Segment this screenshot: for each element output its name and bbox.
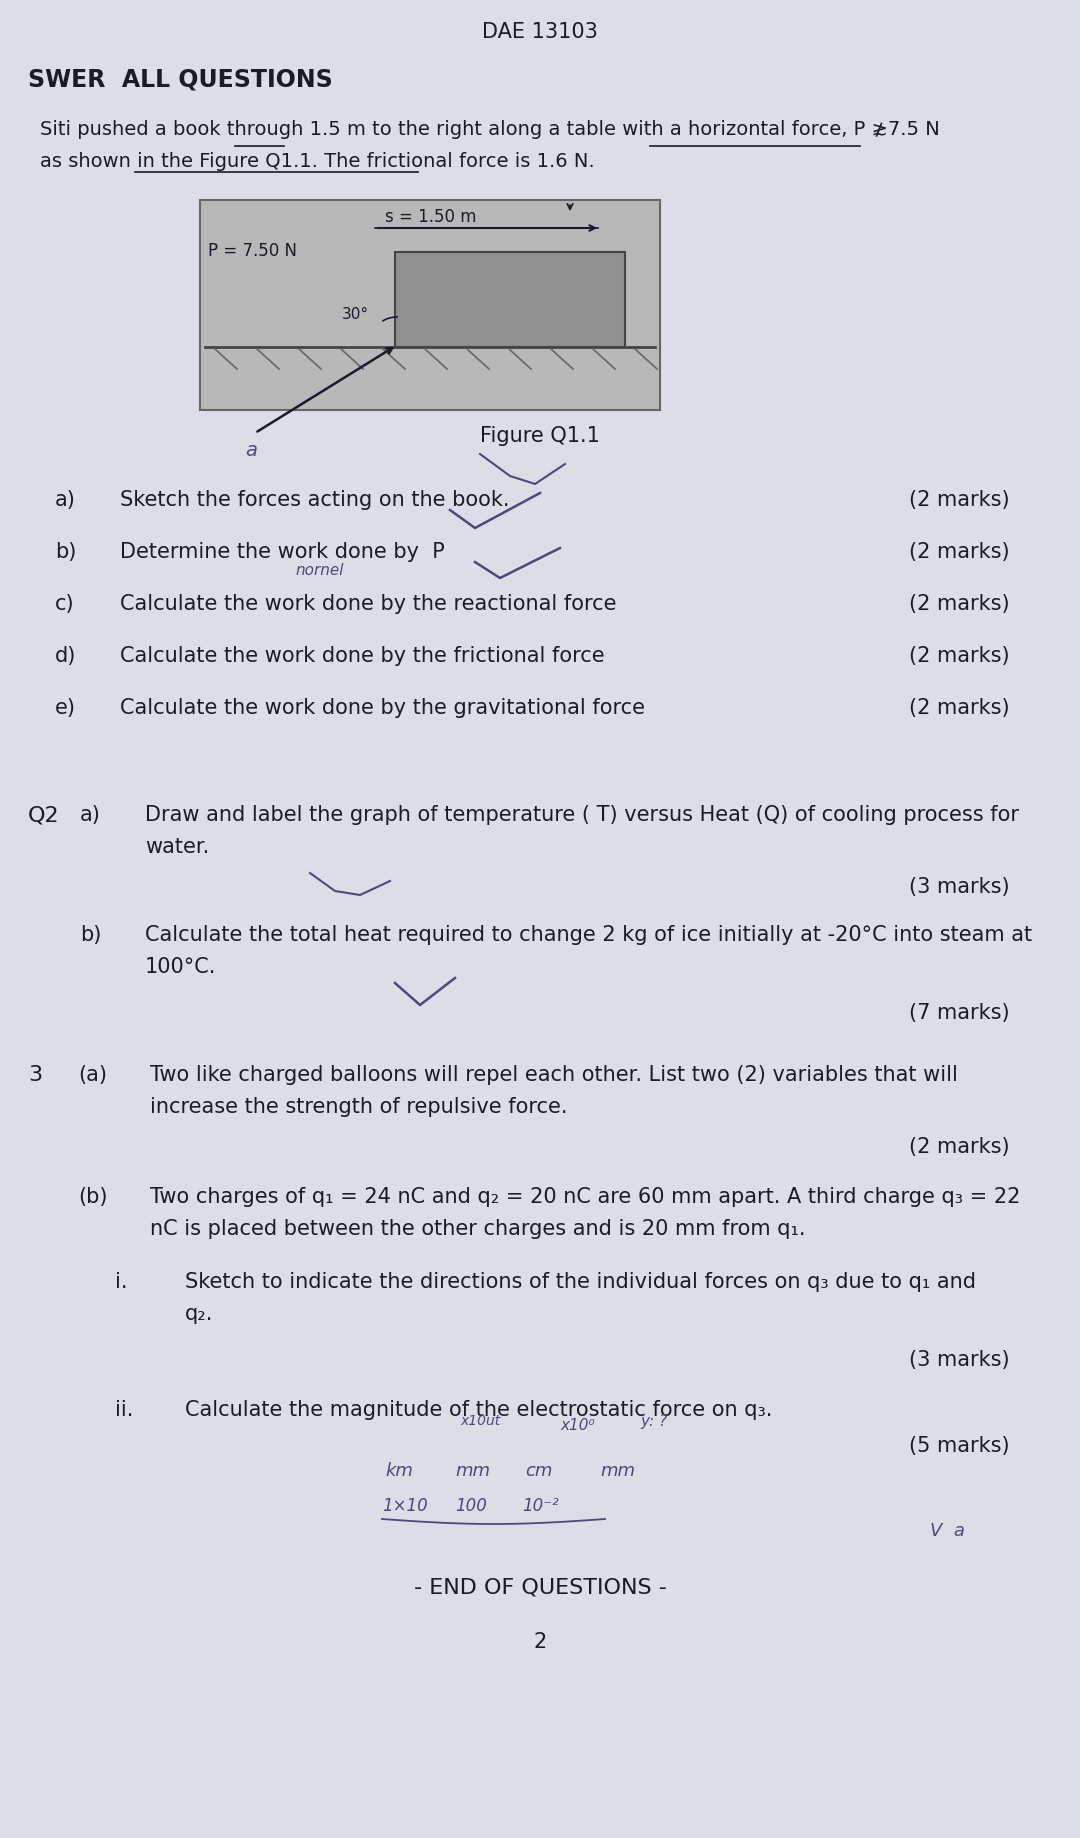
Text: increase the strength of repulsive force.: increase the strength of repulsive force… (150, 1097, 567, 1118)
Bar (200, 200, 660, 410)
Text: V  a: V a (930, 1522, 964, 1540)
Text: km: km (384, 1461, 413, 1480)
Text: Siti pushed a book through 1.5 m to the right along a table with a horizontal fo: Siti pushed a book through 1.5 m to the … (40, 119, 940, 140)
Text: (2 marks): (2 marks) (909, 1138, 1010, 1156)
Text: (3 marks): (3 marks) (909, 1349, 1010, 1369)
Text: Calculate the work done by the gravitational force: Calculate the work done by the gravitati… (120, 698, 645, 719)
Text: Sketch the forces acting on the book.: Sketch the forces acting on the book. (120, 491, 510, 509)
Text: (5 marks): (5 marks) (909, 1435, 1010, 1456)
Text: Q2: Q2 (28, 805, 59, 825)
Text: (7 marks): (7 marks) (909, 1004, 1010, 1024)
Text: ii.: ii. (114, 1401, 133, 1421)
Text: c): c) (55, 594, 75, 614)
Text: i.: i. (114, 1272, 127, 1292)
Text: (a): (a) (78, 1064, 107, 1084)
Text: Two charges of q₁ = 24 nC and q₂ = 20 nC are 60 mm apart. A third charge q₃ = 22: Two charges of q₁ = 24 nC and q₂ = 20 nC… (150, 1187, 1021, 1208)
Text: 30°: 30° (342, 307, 369, 322)
Text: Calculate the work done by the reactional force: Calculate the work done by the reactiona… (120, 594, 617, 614)
Text: (3 marks): (3 marks) (909, 877, 1010, 897)
Text: nornel: nornel (295, 562, 343, 577)
Text: b): b) (55, 542, 77, 562)
Text: P = 7.50 N: P = 7.50 N (208, 243, 297, 259)
Text: 1×10: 1×10 (382, 1496, 428, 1515)
Text: 100: 100 (455, 1496, 487, 1515)
Text: 2: 2 (534, 1632, 546, 1652)
Text: (2 marks): (2 marks) (909, 645, 1010, 665)
Text: DAE 13103: DAE 13103 (482, 22, 598, 42)
Text: (2 marks): (2 marks) (909, 594, 1010, 614)
Text: (2 marks): (2 marks) (909, 698, 1010, 719)
Text: (b): (b) (78, 1187, 108, 1208)
Text: Figure Q1.1: Figure Q1.1 (481, 426, 599, 447)
Text: e): e) (55, 698, 76, 719)
Text: Calculate the total heat required to change 2 kg of ice initially at -20°C into : Calculate the total heat required to cha… (145, 925, 1032, 945)
Text: y: ?: y: ? (640, 1413, 667, 1428)
Text: - END OF QUESTIONS -: - END OF QUESTIONS - (414, 1577, 666, 1597)
Text: Two like charged balloons will repel each other. List two (2) variables that wil: Two like charged balloons will repel eac… (150, 1064, 958, 1084)
Text: Determine the work done by  P: Determine the work done by P (120, 542, 445, 562)
Text: (2 marks): (2 marks) (909, 491, 1010, 509)
Text: Sketch to indicate the directions of the individual forces on q₃ due to q₁ and: Sketch to indicate the directions of the… (185, 1272, 976, 1292)
Text: 10⁻²: 10⁻² (522, 1496, 558, 1515)
Text: as shown in the Figure Q1.1. The frictional force is 1.6 N.: as shown in the Figure Q1.1. The frictio… (40, 153, 595, 171)
Text: a: a (245, 441, 257, 460)
Bar (395, 252, 625, 347)
Text: mm: mm (455, 1461, 490, 1480)
Text: cm: cm (525, 1461, 552, 1480)
Text: Calculate the magnitude of the electrostatic force on q₃.: Calculate the magnitude of the electrost… (185, 1401, 772, 1421)
Text: x10⁰: x10⁰ (561, 1417, 595, 1434)
Text: s = 1.50 m: s = 1.50 m (384, 208, 476, 226)
Text: 100°C.: 100°C. (145, 958, 216, 978)
Text: water.: water. (145, 836, 210, 857)
Text: 3: 3 (28, 1064, 42, 1084)
Text: nC is placed between the other charges and is 20 mm from q₁.: nC is placed between the other charges a… (150, 1219, 806, 1239)
Text: Calculate the work done by the frictional force: Calculate the work done by the frictiona… (120, 645, 605, 665)
Text: q₂.: q₂. (185, 1303, 214, 1323)
Text: x10ut: x10ut (460, 1413, 500, 1428)
Text: mm: mm (600, 1461, 635, 1480)
Text: SWER  ALL QUESTIONS: SWER ALL QUESTIONS (28, 68, 333, 92)
Text: (2 marks): (2 marks) (909, 542, 1010, 562)
Text: a): a) (55, 491, 76, 509)
Text: d): d) (55, 645, 77, 665)
Text: Draw and label the graph of temperature ( T) versus Heat (Q) of cooling process : Draw and label the graph of temperature … (145, 805, 1020, 825)
Text: a): a) (80, 805, 100, 825)
Text: b): b) (80, 925, 102, 945)
